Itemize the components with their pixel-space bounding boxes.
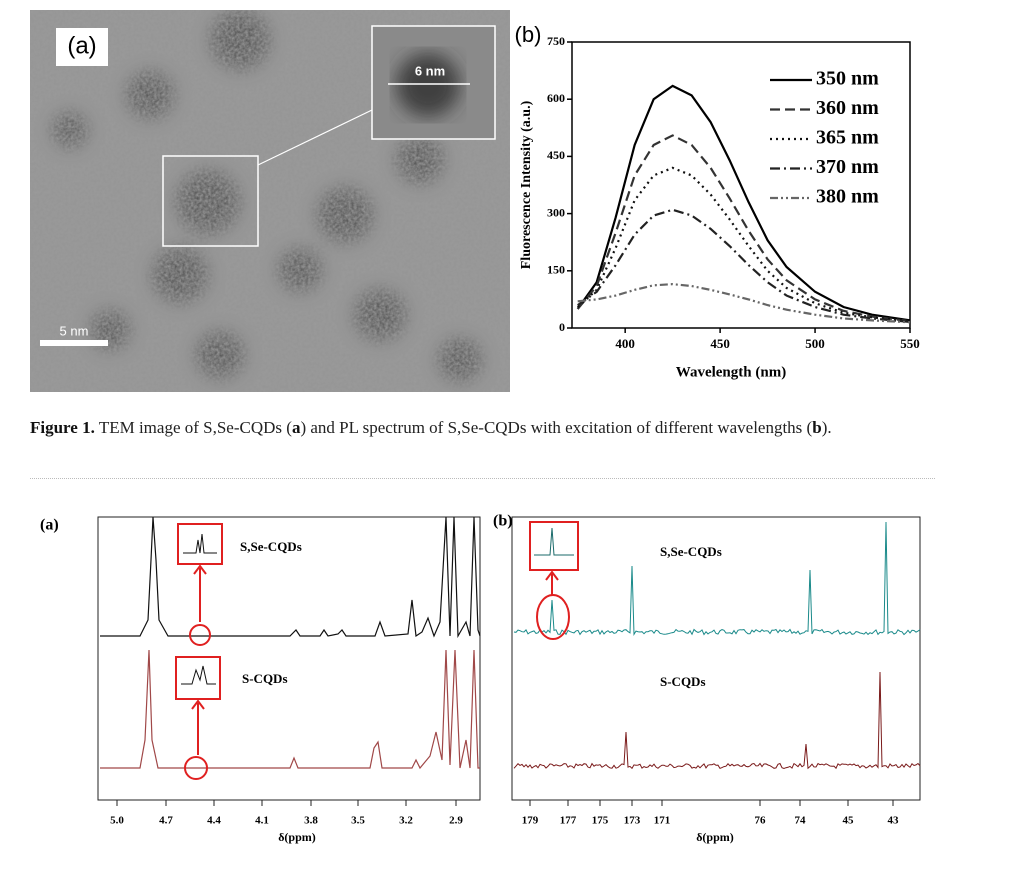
y-tick-label: 0 <box>559 320 565 334</box>
y-tick-label: 300 <box>547 205 565 219</box>
spectrum <box>100 516 481 639</box>
tem-image <box>30 10 510 392</box>
tick-label: 4.4 <box>207 815 221 827</box>
legend-label: 380 nm <box>816 186 879 208</box>
panel-label: (b) <box>493 513 513 530</box>
line-series <box>577 283 911 324</box>
caption-text: ). <box>821 418 832 437</box>
tick-label: 5.0 <box>110 815 124 827</box>
tick-label: 4.7 <box>159 815 173 827</box>
inset-scale: 6 nm <box>415 63 445 78</box>
tick-label: 177 <box>560 815 577 827</box>
x-tick-label: 500 <box>805 336 825 351</box>
nmr-figure <box>97 516 921 801</box>
spectrum-label: S-CQDs <box>660 674 706 689</box>
x-axis-label: Wavelength (nm) <box>676 364 786 380</box>
tick-label: 3.2 <box>399 815 413 827</box>
legend-label: 360 nm <box>816 97 879 119</box>
tick-label: 45 <box>843 815 855 827</box>
y-tick-label: 600 <box>547 91 565 105</box>
line-series <box>576 166 911 323</box>
spectrum-label: S,Se-CQDs <box>240 539 302 554</box>
figure-caption: Figure 1. TEM image of S,Se-CQDs (a) and… <box>30 418 950 438</box>
y-tick-label: 450 <box>547 148 565 162</box>
x-tick-label: 450 <box>710 336 730 351</box>
separator <box>30 478 935 479</box>
caption-text: b <box>812 418 822 437</box>
legend-label: 370 nm <box>816 156 879 178</box>
tick-label: 2.9 <box>449 815 463 827</box>
spectrum-label: S-CQDs <box>242 671 288 686</box>
tick-label: 179 <box>522 815 539 827</box>
caption-text: a <box>291 418 301 437</box>
tick-label: 43 <box>888 815 900 827</box>
y-tick-label: 150 <box>547 263 565 277</box>
tick-label: 76 <box>755 815 767 827</box>
tick-label: 4.1 <box>255 815 269 827</box>
spectrum <box>513 671 921 770</box>
scale-bar-label: 5 nm <box>60 323 89 338</box>
line-series <box>576 84 911 322</box>
x-tick-label: 400 <box>615 336 635 351</box>
caption-label: Figure 1. <box>30 418 95 437</box>
y-tick-label: 750 <box>547 34 565 48</box>
x-tick-label: 550 <box>900 336 920 351</box>
y-axis-label: Fluorescence Intensity (a.u.) <box>519 100 534 269</box>
legend-label: 365 nm <box>816 127 879 149</box>
tick-label: 74 <box>795 815 807 827</box>
caption-text: ) and PL spectrum of S,Se-CQDs with exci… <box>300 418 813 437</box>
axis-label: δ(ppm) <box>278 830 316 844</box>
panel-label: (b) <box>515 22 542 47</box>
pl-chart: 0 150 300 450 600 750 400 450 500 550 Wavelength (… <box>519 34 920 381</box>
panel-label: (a) <box>67 32 96 59</box>
tick-label: 171 <box>654 815 671 827</box>
line-series <box>577 208 911 323</box>
axis-label: δ(ppm) <box>696 830 734 844</box>
caption-text: TEM image of S,Se-CQDs ( <box>98 418 292 437</box>
tick-label: 3.8 <box>304 815 318 827</box>
legend-label: 350 nm <box>816 68 879 90</box>
tick-label: 175 <box>592 815 609 827</box>
line-series <box>576 134 911 323</box>
spectrum <box>100 649 480 770</box>
tick-label: 3.5 <box>351 815 365 827</box>
plot-frame <box>571 41 911 329</box>
panel-label: (a) <box>40 517 59 534</box>
tick-label: 173 <box>624 815 641 827</box>
spectrum-label: S,Se-CQDs <box>660 544 722 559</box>
spectrum <box>513 521 921 636</box>
